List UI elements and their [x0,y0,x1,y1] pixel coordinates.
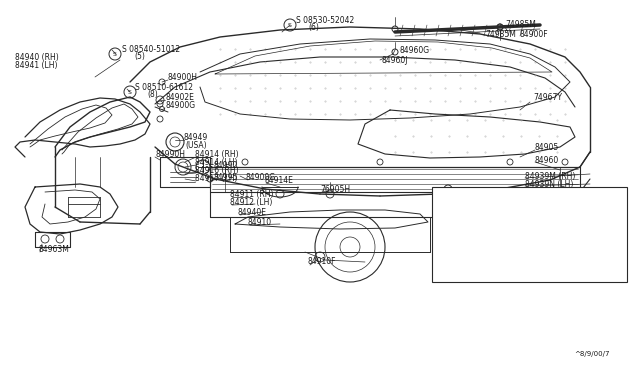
Text: 84949: 84949 [183,132,207,141]
Text: 84939M (RH): 84939M (RH) [525,171,575,180]
Text: 84905: 84905 [535,142,559,151]
Text: (5): (5) [134,51,145,61]
Text: 84914 (RH): 84914 (RH) [195,150,239,158]
Text: 84990: 84990 [213,160,237,170]
Text: S: S [288,22,292,28]
Text: 84990H: 84990H [155,150,185,158]
Text: S 08530-52042: S 08530-52042 [296,16,355,25]
Text: 84960: 84960 [535,155,559,164]
Text: 84995: 84995 [213,173,237,182]
Text: 84914E: 84914E [265,176,294,185]
Text: S: S [128,90,132,94]
Text: 84910F: 84910F [308,257,337,266]
Text: 84960J: 84960J [382,55,408,64]
Text: 84900G: 84900G [245,173,275,182]
Text: (8): (8) [147,90,157,99]
Text: S 08510-61612: S 08510-61612 [135,83,193,92]
Text: 76905H: 76905H [320,185,350,193]
Text: 84910: 84910 [248,218,272,227]
Text: 84914 (LH): 84914 (LH) [195,157,237,167]
Text: 84963M: 84963M [38,246,69,254]
Text: 74967Y: 74967Y [533,93,562,102]
Text: 74985M: 74985M [505,19,536,29]
Text: 84940 (RH): 84940 (RH) [15,52,59,61]
Text: 84939N (LH): 84939N (LH) [525,180,573,189]
Text: 84941 (LH): 84941 (LH) [15,61,58,70]
Text: 74985M: 74985M [485,29,516,38]
Text: 96850H: 96850H [568,256,598,264]
Text: 84917 (LH): 84917 (LH) [195,173,237,183]
Text: S 08540-51012: S 08540-51012 [122,45,180,54]
Text: 84916 (RH): 84916 (RH) [195,166,239,174]
Text: 84902E: 84902E [165,93,194,102]
Text: (USA): (USA) [185,141,207,150]
Text: FOR SUN ROOF: FOR SUN ROOF [437,273,495,282]
Text: 84900H: 84900H [168,73,198,81]
Text: 84960G: 84960G [400,45,430,55]
Text: 84900G: 84900G [165,100,195,109]
Text: 84900F: 84900F [520,29,548,38]
Text: S: S [113,51,117,57]
Text: 84911 (RH): 84911 (RH) [230,189,273,199]
Text: 96850M: 96850M [480,235,511,244]
Text: 84912 (LH): 84912 (LH) [230,198,273,206]
Text: 84940E: 84940E [238,208,267,217]
Text: (6): (6) [308,22,319,32]
Text: ^8/9/00/7: ^8/9/00/7 [575,351,610,357]
Bar [432,187,627,282]
